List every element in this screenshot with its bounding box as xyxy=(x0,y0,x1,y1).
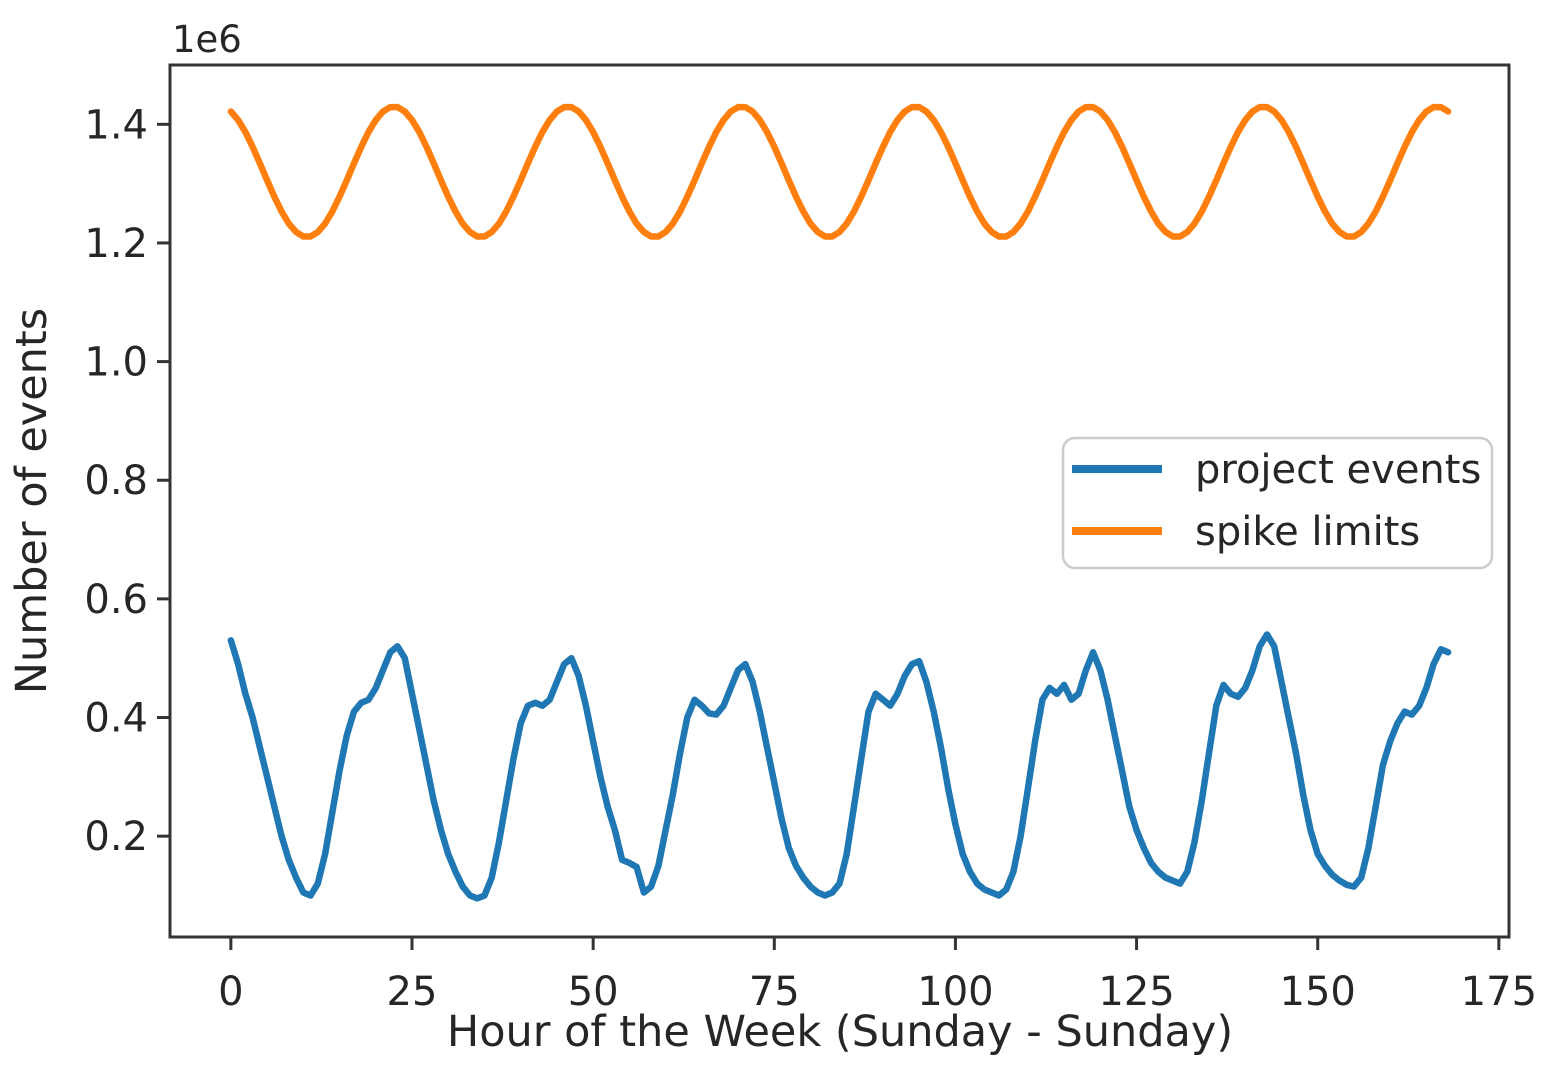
y-axis-offset-label: 1e6 xyxy=(172,18,242,61)
y-axis-label: Number of events xyxy=(7,308,57,694)
y-tick-label: 0.4 xyxy=(84,696,148,742)
x-tick-label: 125 xyxy=(1098,969,1174,1015)
x-tick-label: 25 xyxy=(387,969,438,1015)
x-tick-label: 50 xyxy=(568,969,619,1015)
series-line-project-events xyxy=(227,631,1452,902)
x-axis-label: Hour of the Week (Sunday - Sunday) xyxy=(447,1007,1233,1057)
legend-box xyxy=(1061,436,1494,570)
x-tick-label: 75 xyxy=(749,969,800,1015)
y-tick-label: 0.2 xyxy=(84,814,148,860)
legend-label-spike-limits: spike limits xyxy=(1195,509,1420,555)
x-tick-label: 100 xyxy=(917,969,993,1015)
y-tick-label: 1.4 xyxy=(84,102,148,148)
y-tick-label: 0.8 xyxy=(84,458,148,504)
axes: 0 25 50 75 100 125 150 175 0.2 0.4 0.6 0.8 1.0 1.2 1.4 xyxy=(84,63,1537,1015)
y-tick-label: 1.2 xyxy=(84,221,148,267)
series-lines xyxy=(227,103,1452,902)
y-tick-label: 0.6 xyxy=(84,577,148,623)
legend: project events spike limits xyxy=(1061,436,1494,570)
series-line-spike-limits xyxy=(227,103,1452,240)
x-tick-label: 175 xyxy=(1461,969,1537,1015)
plot-spines xyxy=(168,63,1511,939)
legend-label-project-events: project events xyxy=(1195,447,1481,493)
x-tick-label: 150 xyxy=(1280,969,1356,1015)
x-tick-label: 0 xyxy=(218,969,243,1015)
y-tick-label: 1.0 xyxy=(84,340,148,386)
